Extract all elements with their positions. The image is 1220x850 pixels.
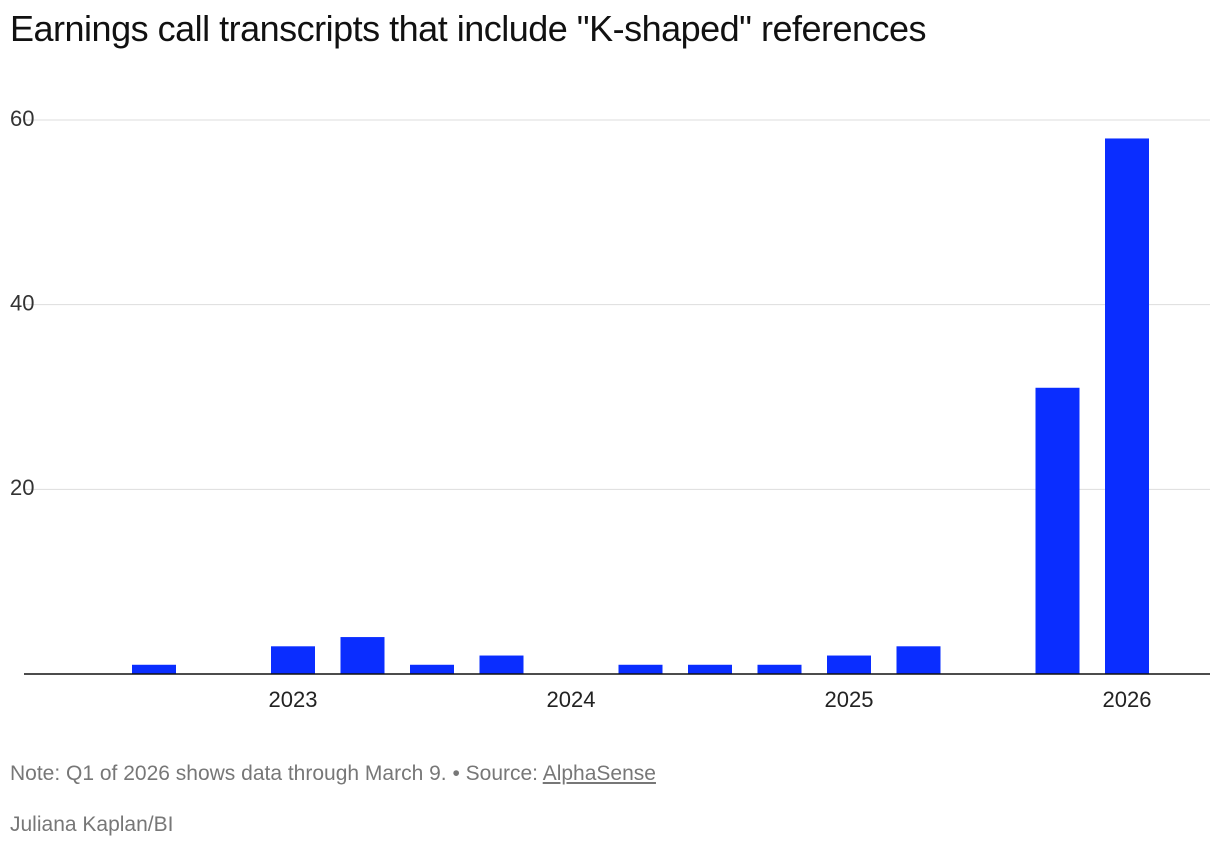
y-tick-label-20: 20 <box>10 475 34 500</box>
bar-chart: 20 40 60 2023 2024 2025 2026 <box>10 106 1210 712</box>
x-axis-ticks: 2023 2024 2025 2026 <box>269 687 1152 712</box>
bar-q3-2024 <box>688 664 732 674</box>
bar-q1-2023 <box>271 646 315 674</box>
chart-note: Note: Q1 of 2026 shows data through Marc… <box>10 762 656 786</box>
bar-q4-2023 <box>479 655 524 674</box>
byline: Juliana Kaplan/BI <box>10 813 174 836</box>
bar-q4-2024 <box>757 664 802 674</box>
bars <box>132 138 1149 674</box>
y-tick-label-60: 60 <box>10 106 34 131</box>
bar-q2-2023 <box>340 637 385 674</box>
bar-q2-2024 <box>618 664 663 674</box>
source-link[interactable]: AlphaSense <box>542 762 656 785</box>
bar-q2-2025 <box>896 646 941 674</box>
x-tick-label-2023: 2023 <box>269 687 318 712</box>
source-prefix: Source: <box>465 762 539 785</box>
separator-dot: • <box>452 762 460 785</box>
y-tick-label-40: 40 <box>10 290 34 315</box>
bar-q3-2022 <box>132 664 176 674</box>
y-axis-ticks: 20 40 60 <box>10 106 34 500</box>
note-text: Note: Q1 of 2026 shows data through Marc… <box>10 762 447 785</box>
chart-title: Earnings call transcripts that include "… <box>10 8 927 49</box>
bar-q3-2023 <box>410 664 454 674</box>
x-tick-label-2026: 2026 <box>1103 687 1152 712</box>
x-tick-label-2025: 2025 <box>825 687 874 712</box>
bar-q1-2026 <box>1105 138 1149 674</box>
bar-q1-2025 <box>827 655 871 674</box>
bar-q4-2025 <box>1035 387 1080 674</box>
gridlines <box>24 119 1210 490</box>
x-tick-label-2024: 2024 <box>547 687 596 712</box>
